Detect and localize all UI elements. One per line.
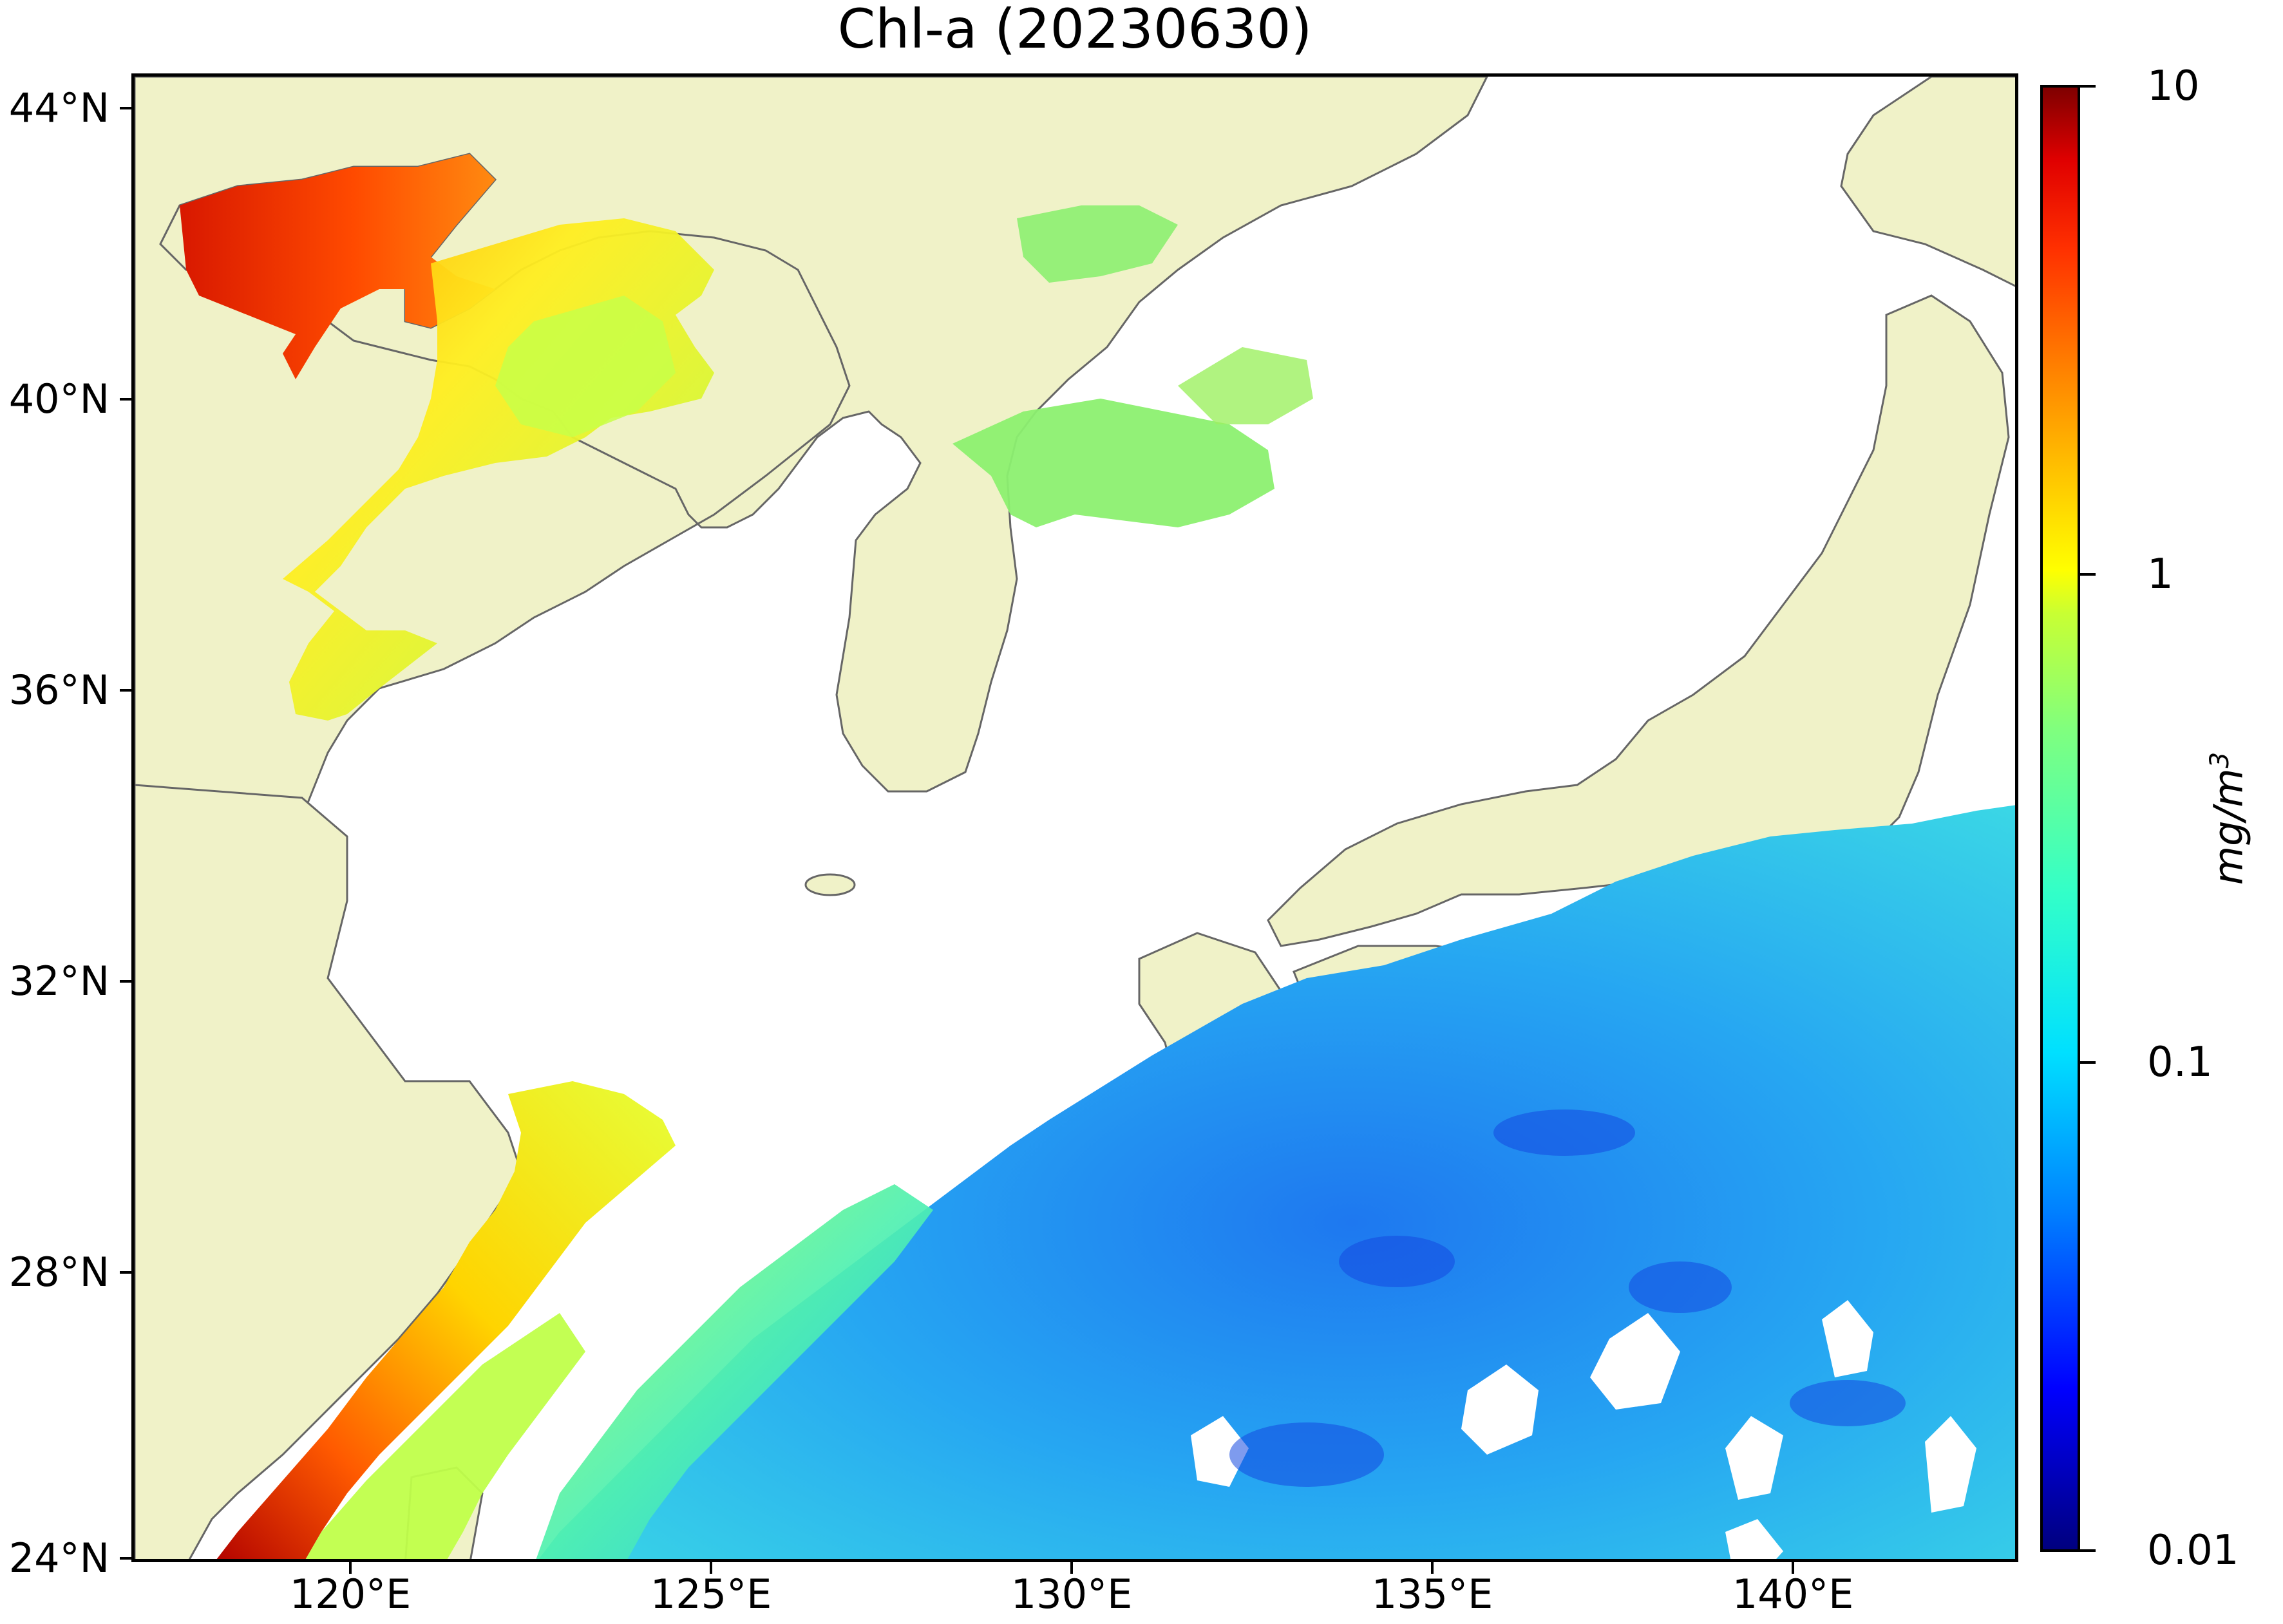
unit-exponent: 3 [2204,751,2235,769]
colorbar [2040,85,2080,1552]
korea-east-chl [952,399,1274,527]
lat-label-24: 24°N [8,1534,109,1582]
bohai-sea-chl [180,154,495,379]
map-title: Chl-a (20230630) [837,0,1312,61]
colorbar-unit: mg/m3 [2205,752,2252,885]
east-china-coast-chl [216,1081,676,1559]
cb-tick-0-01 [2080,1549,2096,1552]
land-honshu [1267,294,2010,947]
lat-tick [120,1271,131,1274]
cb-tick-0-1 [2080,1061,2096,1064]
lat-label-28: 28°N [8,1249,109,1296]
taiwan-strait-chl [305,1313,585,1559]
lat-tick [120,107,131,109]
lon-label-135: 135°E [1371,1571,1493,1618]
east-china-sea-chl [536,1184,933,1559]
cb-label-0-01: 0.01 [2147,1527,2239,1574]
cb-tick-1 [2080,573,2096,576]
land-hokkaido [1840,77,2015,287]
korea-north-chl [1017,205,1178,283]
lon-tick [710,1562,712,1574]
lon-label-120: 120°E [289,1571,412,1618]
lat-tick [120,980,131,983]
yellow-sea-central [495,296,676,437]
cb-label-1: 1 [2147,551,2174,598]
lat-tick [120,398,131,401]
lon-tick [1070,1562,1073,1574]
lat-label-32: 32°N [8,958,109,1005]
chlorophyll-map [135,77,2015,1559]
cb-label-0-1: 0.1 [2147,1039,2213,1086]
lon-label-140: 140°E [1732,1571,1854,1618]
japan-sea-patch [1178,347,1313,424]
cb-tick-10 [2080,85,2096,88]
lat-tick [120,1557,131,1560]
lat-tick [120,689,131,692]
lon-label-125: 125°E [650,1571,772,1618]
land-jeju [804,873,856,896]
lat-label-44: 44°N [8,84,109,131]
lon-tick [1431,1562,1434,1574]
lon-tick [1792,1562,1794,1574]
lat-label-36: 36°N [8,666,109,713]
lat-label-40: 40°N [8,375,109,422]
cloud-gaps [1191,1300,1976,1559]
lon-tick [349,1562,352,1574]
lon-label-130: 130°E [1010,1571,1133,1618]
low-chl-eddies [1229,1109,1906,1487]
cb-label-10: 10 [2147,62,2200,110]
unit-base: mg/m [2204,768,2252,885]
map-area [131,73,2018,1562]
